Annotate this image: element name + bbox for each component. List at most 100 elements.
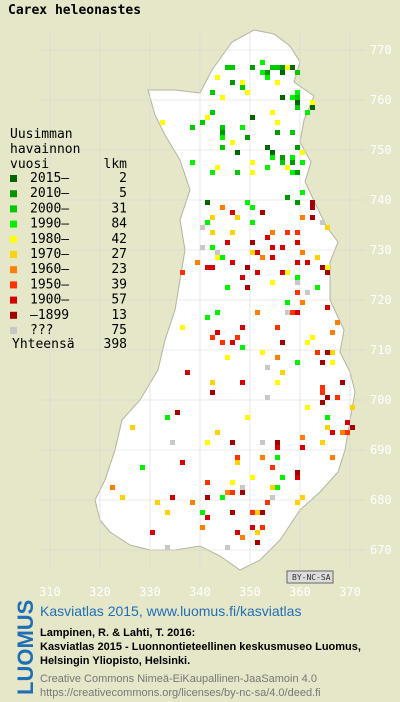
observation-square bbox=[285, 65, 290, 70]
observation-square bbox=[280, 65, 285, 70]
observation-square bbox=[225, 355, 230, 360]
observation-square bbox=[275, 445, 280, 450]
observation-square bbox=[285, 310, 290, 315]
observation-square bbox=[205, 480, 210, 485]
logo: LUOMUS bbox=[13, 600, 38, 695]
observation-square bbox=[230, 230, 235, 235]
observation-square bbox=[140, 465, 145, 470]
observation-square bbox=[250, 65, 255, 70]
legend-swatch bbox=[10, 205, 17, 213]
observation-square bbox=[300, 215, 305, 220]
observation-square bbox=[345, 430, 350, 435]
license: Creative Commons Nimeä-EiKaupallinen-Jaa… bbox=[40, 673, 317, 685]
observation-square bbox=[280, 340, 285, 345]
observation-square bbox=[215, 255, 220, 260]
observation-square bbox=[180, 325, 185, 330]
y-tick-label: 700 bbox=[370, 393, 392, 407]
observation-square bbox=[325, 265, 330, 270]
observation-square bbox=[295, 360, 300, 365]
observation-square bbox=[310, 215, 315, 220]
observation-square bbox=[265, 145, 270, 150]
observation-square bbox=[240, 485, 245, 490]
observation-square bbox=[165, 415, 170, 420]
observation-square bbox=[260, 350, 265, 355]
legend-swatch bbox=[10, 175, 17, 182]
observation-square bbox=[330, 455, 335, 460]
observation-square bbox=[225, 240, 230, 245]
observation-square bbox=[275, 485, 280, 490]
legend-count: 84 bbox=[111, 217, 127, 232]
observation-square bbox=[295, 95, 300, 100]
observation-square bbox=[295, 70, 300, 75]
observation-square bbox=[220, 495, 225, 500]
observation-square bbox=[205, 515, 210, 520]
observation-square bbox=[200, 245, 205, 250]
observation-square bbox=[315, 350, 320, 355]
observation-square bbox=[225, 490, 230, 495]
legend-header: Uusimman bbox=[10, 127, 73, 142]
legend-swatch bbox=[10, 190, 17, 198]
observation-square bbox=[245, 200, 250, 205]
observation-square bbox=[215, 250, 220, 255]
observation-square bbox=[240, 345, 245, 350]
legend-swatch bbox=[10, 311, 17, 319]
legend-label: 1960– bbox=[30, 262, 69, 277]
observation-square bbox=[295, 475, 300, 480]
observation-square bbox=[300, 250, 305, 255]
observation-square bbox=[220, 205, 225, 210]
observation-square bbox=[310, 335, 315, 340]
observation-square bbox=[210, 265, 215, 270]
observation-square bbox=[305, 340, 310, 345]
observation-square bbox=[295, 275, 300, 280]
observation-square bbox=[280, 370, 285, 375]
observation-square bbox=[230, 210, 235, 215]
observation-square bbox=[285, 300, 290, 305]
observation-square bbox=[300, 495, 305, 500]
title: Carex heleonastes bbox=[8, 3, 141, 18]
observation-square bbox=[280, 475, 285, 480]
observation-square bbox=[350, 405, 355, 410]
observations bbox=[110, 60, 355, 550]
observation-square bbox=[250, 240, 255, 245]
observation-square bbox=[240, 275, 245, 280]
legend-count: 2 bbox=[119, 171, 127, 186]
observation-square bbox=[330, 430, 335, 435]
y-tick-label: 720 bbox=[370, 293, 392, 307]
observation-square bbox=[230, 440, 235, 445]
observation-square bbox=[205, 115, 210, 120]
observation-square bbox=[250, 160, 255, 165]
observation-square bbox=[330, 350, 335, 355]
observation-square bbox=[240, 490, 245, 495]
observation-square bbox=[235, 335, 240, 340]
y-tick-label: 770 bbox=[370, 43, 392, 57]
observation-square bbox=[280, 155, 285, 160]
legend-label: 1950– bbox=[30, 277, 69, 292]
observation-square bbox=[325, 270, 330, 275]
observation-square bbox=[320, 390, 325, 395]
observation-square bbox=[265, 235, 270, 240]
observation-square bbox=[295, 100, 300, 105]
observation-square bbox=[230, 260, 235, 265]
observation-square bbox=[230, 140, 235, 145]
observation-square bbox=[170, 495, 175, 500]
observation-square bbox=[310, 200, 315, 205]
x-tick-label: 320 bbox=[89, 585, 111, 599]
observation-square bbox=[295, 230, 300, 235]
observation-square bbox=[235, 455, 240, 460]
observation-square bbox=[220, 95, 225, 100]
observation-square bbox=[325, 225, 330, 230]
observation-square bbox=[165, 545, 170, 550]
observation-square bbox=[210, 215, 215, 220]
observation-square bbox=[290, 95, 295, 100]
observation-square bbox=[340, 430, 345, 435]
observation-square bbox=[230, 480, 235, 485]
observation-square bbox=[285, 230, 290, 235]
observation-square bbox=[235, 530, 240, 535]
observation-square bbox=[165, 510, 170, 515]
observation-square bbox=[180, 460, 185, 465]
y-tick-label: 680 bbox=[370, 493, 392, 507]
legend-swatch bbox=[10, 235, 17, 243]
legend-label: 1990– bbox=[30, 217, 69, 232]
observation-square bbox=[320, 400, 325, 405]
